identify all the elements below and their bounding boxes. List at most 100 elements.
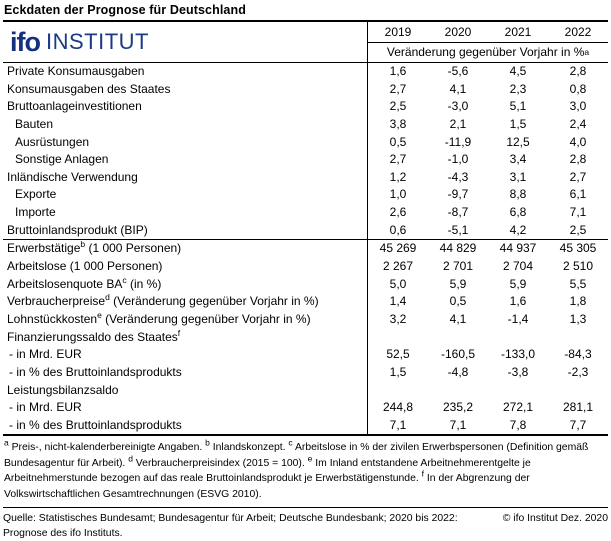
table-header: ifo INSTITUT 2019 2020 2021 2022 Verände… (3, 22, 608, 63)
value-cell: 1,8 (569, 294, 587, 309)
footnote-mark-a: a (4, 437, 9, 448)
table-row: Verbraucherpreised (Veränderung gegenübe… (3, 293, 608, 311)
row-label: - in Mrd. EUR (3, 399, 368, 417)
value-cell: 1,2 (389, 169, 407, 184)
value-cell: 12,5 (506, 134, 530, 149)
value-cell: 0,5 (449, 294, 467, 309)
value-cell: 2,7 (389, 152, 407, 167)
value-cell: -3,8 (507, 364, 529, 379)
value-cell: 6,1 (569, 187, 587, 202)
value-cell: -160,5 (440, 347, 476, 362)
footnote-mark-b: b (205, 437, 210, 448)
table-row: Bauten 3,8 2,1 1,5 2,4 (3, 115, 608, 134)
row-label: Konsumausgaben des Staates (3, 80, 368, 99)
table-row: Bruttoinlandsprodukt (BIP) 0,6 -5,1 4,2 … (3, 221, 608, 241)
row-label: Exporte (3, 186, 368, 205)
footnotes: a Preis-, nicht-kalenderbereinigte Angab… (3, 436, 608, 509)
row-label: - in Mrd. EUR (3, 346, 368, 364)
value-cell: -5,6 (447, 64, 469, 78)
value-cell: 2 704 (502, 259, 534, 274)
table-row: - in Mrd. EUR 244,8 235,2 272,1 281,1 (3, 399, 608, 417)
ifo-logo-mark: ifo (10, 26, 41, 57)
row-label: - in % des Bruttoinlandsprodukts (3, 416, 368, 435)
row-label: - in % des Bruttoinlandsprodukts (3, 363, 368, 382)
source-note: Quelle: Statistisches Bundesamt; Bundesa… (3, 513, 458, 540)
table-row: Erwerbstätigeb (1 000 Personen) 45 269 4… (3, 240, 608, 259)
row-label: Private Konsumausgaben (3, 63, 368, 81)
year-header-row: 2019 2020 2021 2022 (368, 22, 608, 43)
value-cell: 7,7 (569, 417, 587, 432)
year-header-2022: 2022 (564, 24, 592, 39)
value-cell: -3,0 (447, 99, 469, 114)
value-cell: 44 937 (499, 241, 537, 256)
value-cell: -11,9 (444, 134, 472, 149)
footnote-mark-d: d (128, 453, 133, 464)
value-cell: -1,0 (447, 152, 469, 167)
table-row: Leistungsbilanzsaldo (3, 381, 608, 400)
value-cell: 0,5 (389, 134, 407, 149)
value-cell: 44 829 (439, 241, 477, 256)
value-cell: 6,8 (509, 205, 527, 220)
value-cell: -9,7 (447, 187, 469, 202)
row-label: Importe (3, 204, 368, 222)
value-cell: 1,5 (509, 116, 527, 131)
value-cell: 45 305 (559, 241, 597, 256)
table-row: Bruttoanlageinvestitionen 2,5 -3,0 5,1 3… (3, 98, 608, 116)
value-cell: 5,9 (449, 276, 467, 291)
header-right: 2019 2020 2021 2022 Veränderung gegenübe… (368, 22, 608, 62)
value-cell: 5,1 (509, 99, 527, 114)
value-cell: 4,2 (509, 222, 527, 237)
unit-header-text: Veränderung gegenüber Vorjahr in % (386, 45, 585, 60)
unit-header: Veränderung gegenüber Vorjahr in % a (386, 45, 590, 60)
table-body: Private Konsumausgaben 1,6 -5,6 4,5 2,8 … (3, 63, 608, 437)
value-cell: -133,0 (500, 347, 536, 362)
value-cell: 2,7 (389, 81, 407, 96)
value-cell (368, 329, 428, 347)
table-row: - in Mrd. EUR 52,5 -160,5 -133,0 -84,3 (3, 346, 608, 364)
value-cell: 52,5 (386, 347, 410, 362)
value-cell: 7,8 (509, 417, 527, 432)
row-label: Leistungsbilanzsaldo (3, 381, 368, 400)
value-cell (368, 382, 428, 400)
value-cell: 2,8 (569, 64, 587, 78)
footnote-text-d: Verbraucherpreisindex (2015 = 100). (132, 457, 308, 469)
table-row: Importe 2,6 -8,7 6,8 7,1 (3, 204, 608, 222)
table-row: Ausrüstungen 0,5 -11,9 12,5 4,0 (3, 133, 608, 152)
value-cell: 4,0 (569, 134, 587, 149)
value-cell: 281,1 (562, 400, 594, 415)
table-row: - in % des Bruttoinlandsprodukts 7,1 7,1… (3, 416, 608, 435)
table-row: Private Konsumausgaben 1,6 -5,6 4,5 2,8 (3, 63, 608, 81)
row-label: Bruttoinlandsprodukt (BIP) (3, 221, 368, 240)
table-row: Arbeitslose (1 000 Personen) 2 267 2 701… (3, 258, 608, 276)
value-cell: 2,3 (509, 81, 527, 96)
value-cell: 4,1 (449, 311, 467, 326)
page-title: Eckdaten der Prognose für Deutschland (4, 3, 246, 17)
row-label: Verbraucherpreised (Veränderung gegenübe… (3, 293, 368, 311)
row-label: Bruttoanlageinvestitionen (3, 98, 368, 116)
row-label: Ausrüstungen (3, 133, 368, 152)
value-cell: 1,4 (389, 294, 407, 309)
forecast-table: ifo INSTITUT 2019 2020 2021 2022 Verände… (3, 20, 608, 437)
value-cell (428, 329, 488, 347)
ifo-logo-text: INSTITUT (46, 29, 149, 54)
value-cell (548, 329, 608, 347)
year-header-2019: 2019 (384, 24, 412, 39)
copyright-note: © ifo Institut Dez. 2020 (502, 513, 608, 525)
value-cell: 2,7 (569, 169, 587, 184)
value-cell: -2,3 (567, 364, 589, 379)
row-label: Arbeitslose (1 000 Personen) (3, 258, 368, 276)
value-cell: 1,3 (569, 311, 587, 326)
value-cell: 2,8 (569, 152, 587, 167)
value-cell: 2,5 (389, 99, 407, 114)
value-cell: 7,1 (569, 205, 587, 220)
table-row: Konsumausgaben des Staates 2,7 4,1 2,3 0… (3, 80, 608, 99)
value-cell: 3,2 (389, 311, 407, 326)
value-cell: 1,0 (389, 187, 407, 202)
footnote-text-c: Arbeitslose in % der zivilen Erwerbspers… (4, 442, 589, 469)
ifo-logo: ifo INSTITUT (3, 22, 368, 62)
value-cell: 1,6 (389, 64, 407, 78)
value-cell (548, 382, 608, 400)
row-label: Finanzierungssaldo des Staatesf (3, 328, 368, 347)
value-cell: 0,6 (389, 222, 407, 237)
